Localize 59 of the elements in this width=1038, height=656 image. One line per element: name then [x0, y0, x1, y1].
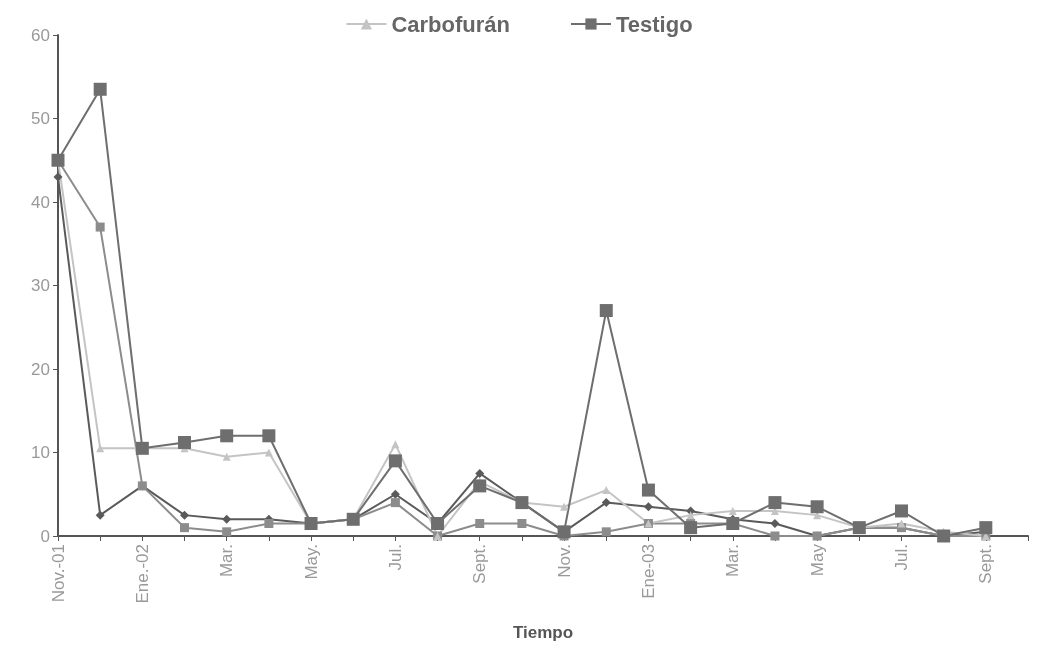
y-tick-label: 60 — [31, 25, 50, 45]
point — [180, 523, 190, 533]
point — [264, 448, 273, 457]
y-tick-label: 10 — [31, 443, 50, 462]
point — [810, 500, 824, 514]
point — [979, 521, 993, 535]
x-tick-label: Nov. — [554, 544, 574, 578]
point — [686, 511, 695, 520]
point — [599, 304, 613, 318]
point — [473, 479, 487, 493]
point — [53, 172, 63, 182]
point — [601, 527, 611, 537]
y-tick-label: 50 — [31, 109, 50, 128]
point — [222, 514, 232, 524]
point — [768, 496, 782, 510]
y-tick-label: 20 — [31, 359, 50, 379]
point — [95, 222, 105, 232]
point — [222, 527, 232, 537]
point — [601, 498, 611, 508]
x-tick-label: Mar. — [723, 544, 743, 578]
y-tick-label: 40 — [31, 192, 50, 212]
x-axis-title: Tiempo — [512, 623, 574, 642]
point — [770, 518, 780, 528]
x-tick-label: Ene-03 — [638, 544, 658, 599]
x-tick-label: Sept. — [470, 544, 490, 584]
point — [222, 452, 231, 461]
point — [894, 504, 908, 518]
x-tick-label: Sept. — [976, 544, 996, 584]
point — [475, 468, 485, 478]
point — [641, 483, 655, 497]
point — [475, 518, 485, 528]
legend-label: Carbofurán — [391, 11, 510, 37]
point — [388, 454, 402, 468]
x-tick-label: May. — [301, 544, 321, 580]
x-tick-label: Mar. — [217, 544, 237, 578]
x-tick-label: Ene.-02 — [132, 544, 152, 604]
point — [391, 440, 400, 449]
point — [178, 435, 192, 449]
x-tick-label: Jul. — [891, 544, 911, 571]
point — [643, 502, 653, 512]
point — [728, 506, 737, 515]
x-tick-label: May — [807, 543, 827, 577]
x-tick-label: Nov.-01 — [48, 544, 68, 603]
point — [390, 498, 400, 508]
y-tick-label: 0 — [40, 526, 50, 546]
point — [390, 489, 400, 499]
point — [264, 518, 274, 528]
point — [684, 521, 698, 535]
point — [517, 518, 527, 528]
point — [220, 429, 234, 443]
point — [95, 510, 105, 520]
point — [93, 82, 107, 96]
y-tick-label: 30 — [31, 276, 50, 295]
point — [180, 510, 190, 520]
point — [560, 502, 569, 511]
point — [262, 429, 276, 443]
x-tick-label: Jul. — [385, 544, 405, 571]
point — [770, 531, 780, 541]
legend-label: Testigo — [615, 11, 693, 37]
